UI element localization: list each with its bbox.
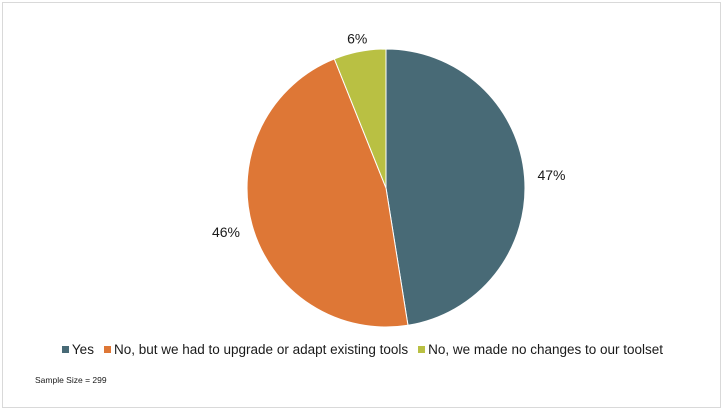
pie-slice-labels: 47% 46% 6% (212, 31, 566, 240)
legend-item-yes: Yes (61, 342, 94, 357)
legend-label-upgrade: No, but we had to upgrade or adapt exist… (113, 342, 409, 357)
sample-size-note: Sample Size = 299 (35, 375, 107, 385)
legend-swatch-no-changes (418, 346, 426, 353)
legend-label-no-changes: No, we made no changes to our toolset (428, 342, 664, 357)
legend-swatch-yes (61, 346, 69, 353)
data-label-yes: 47% (537, 167, 565, 183)
legend-label-yes: Yes (71, 342, 94, 357)
data-label-no-changes: 6% (347, 31, 367, 47)
legend: Yes No, but we had to upgrade or adapt e… (0, 342, 725, 357)
pie-slice-upgrade (246, 58, 409, 328)
legend-item-no-changes: No, we made no changes to our toolset (418, 342, 663, 357)
pie-slice-yes (385, 48, 526, 326)
legend-item-upgrade: No, but we had to upgrade or adapt exist… (103, 342, 409, 357)
pie-slices (246, 48, 526, 328)
legend-swatch-upgrade (103, 346, 111, 353)
pie-slice-no-changes (333, 48, 387, 189)
data-label-upgrade: 46% (212, 224, 240, 240)
